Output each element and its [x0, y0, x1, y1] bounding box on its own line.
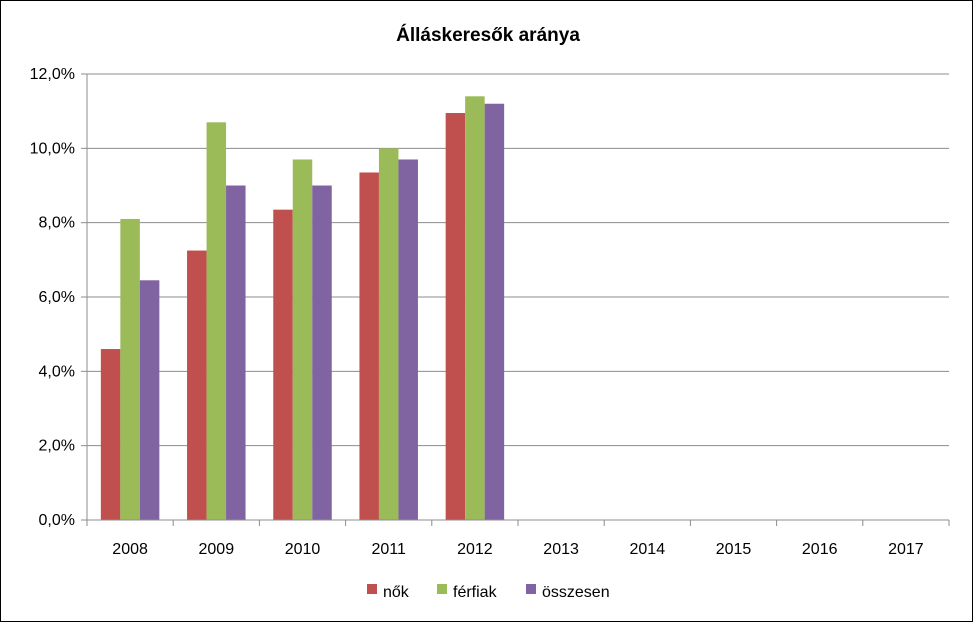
x-tick-label: 2010 — [285, 541, 321, 558]
bar-2010-0 — [273, 209, 293, 521]
x-tick-label: 2009 — [199, 541, 235, 558]
bar-2008-1 — [120, 218, 140, 520]
x-tick-label: 2013 — [543, 541, 579, 558]
x-tick-label: 2015 — [716, 541, 752, 558]
y-tick-label: 10,0% — [30, 140, 75, 157]
bar-2011-2 — [398, 159, 418, 520]
legend-swatch — [526, 584, 536, 594]
x-tick-label: 2011 — [371, 541, 406, 558]
y-tick-label: 0,0% — [39, 512, 75, 529]
y-tick-label: 8,0% — [39, 215, 75, 232]
x-tick-label: 2014 — [630, 541, 666, 558]
bar-2008-0 — [100, 349, 121, 520]
y-tick-label: 2,0% — [39, 438, 75, 455]
bar-2011-1 — [378, 148, 399, 521]
x-tick-label: 2008 — [112, 541, 148, 558]
bar-2012-2 — [484, 103, 505, 520]
legend-swatch — [437, 584, 447, 594]
y-axis-ticks: 0,0% 2,0% 4,0% 6,0% 8,0% 10,0% 12,0% — [30, 66, 87, 529]
y-tick-label: 6,0% — [39, 289, 75, 306]
legend-swatch — [367, 584, 377, 594]
legend-label: férfiak — [453, 584, 498, 601]
bar-2012-1 — [465, 96, 485, 521]
bar-2011-0 — [359, 172, 379, 520]
bars-group — [100, 96, 505, 521]
y-tick-label: 12,0% — [30, 66, 75, 83]
x-tick-label: 2016 — [802, 541, 838, 558]
chart-title: Álláskeresők aránya — [396, 24, 580, 46]
x-axis-ticks: 2008 2009 2010 2011 2012 2013 2014 2015 2016 2017 — [86, 520, 950, 558]
x-tick-label: 2017 — [888, 541, 924, 558]
bar-2009-2 — [226, 185, 246, 520]
legend-label: összesen — [542, 584, 610, 601]
bar-2008-2 — [139, 280, 160, 520]
legend: nők férfiak összesen — [367, 584, 610, 601]
bar-2010-1 — [292, 159, 313, 520]
bar-2010-2 — [312, 185, 332, 520]
legend-label: nők — [383, 584, 410, 601]
y-tick-label: 4,0% — [39, 363, 75, 380]
bar-2012-0 — [445, 113, 466, 521]
bar-2009-0 — [187, 250, 207, 520]
bar-2009-1 — [206, 122, 227, 521]
x-tick-label: 2012 — [457, 541, 493, 558]
